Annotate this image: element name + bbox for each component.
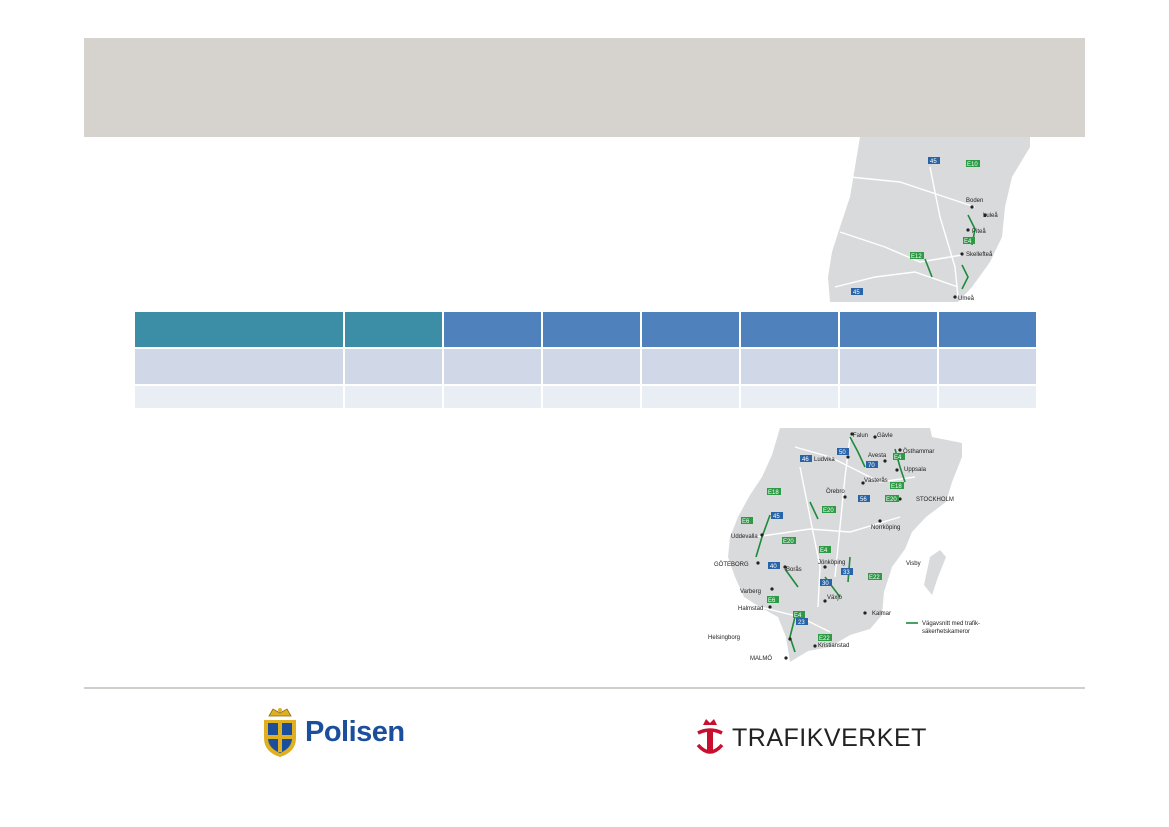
svg-text:46: 46 xyxy=(802,457,809,463)
polisen-wordmark: Polisen xyxy=(305,715,405,748)
table-cell xyxy=(741,386,838,408)
svg-text:45: 45 xyxy=(853,290,860,296)
city-label: Uppsala xyxy=(904,467,927,473)
city-label: Falun xyxy=(853,433,868,439)
svg-text:45: 45 xyxy=(930,159,937,165)
city-label: Uddevalla xyxy=(731,534,758,540)
city-label: Varberg xyxy=(740,589,761,595)
trafikverket-wordmark: TRAFIKVERKET xyxy=(732,723,927,752)
city-label: Halmstad xyxy=(738,606,763,612)
city-label: Gävle xyxy=(877,433,893,439)
svg-text:E18: E18 xyxy=(768,490,779,496)
trafikverket-logo: TRAFIKVERKET xyxy=(694,716,927,760)
table-row xyxy=(135,349,1036,384)
table-header-cell xyxy=(444,312,541,347)
table-cell xyxy=(345,386,442,408)
table-cell xyxy=(444,349,541,384)
table-header-cell xyxy=(135,312,343,347)
city-label: Avesta xyxy=(868,453,887,459)
city-label: Umeå xyxy=(958,295,975,302)
city-label: Helsingborg xyxy=(708,635,740,641)
city-label: Visby xyxy=(906,561,921,567)
table-header-cell xyxy=(741,312,838,347)
table-cell xyxy=(840,386,937,408)
svg-text:56: 56 xyxy=(860,497,867,503)
city-label: Boden xyxy=(966,198,983,204)
svg-text:33: 33 xyxy=(843,570,850,576)
city-label: Ludvika xyxy=(814,457,835,463)
svg-text:E22: E22 xyxy=(869,575,880,581)
table-cell xyxy=(345,349,442,384)
polisen-logo: Polisen xyxy=(261,706,405,758)
header-band xyxy=(84,38,1085,137)
svg-text:E4: E4 xyxy=(820,548,828,554)
city-label: Luleå xyxy=(983,212,998,219)
svg-text:E4: E4 xyxy=(964,239,972,245)
table-header-cell xyxy=(345,312,442,347)
city-label: GÖTEBORG xyxy=(714,561,749,568)
svg-text:70: 70 xyxy=(868,463,875,469)
svg-text:E20: E20 xyxy=(783,539,794,545)
table-row xyxy=(135,386,1036,408)
table-cell xyxy=(543,386,640,408)
city-label: Örebro xyxy=(826,488,845,495)
svg-text:E4: E4 xyxy=(894,455,902,461)
map-gotland xyxy=(924,550,946,595)
city-label: Västerås xyxy=(864,477,888,484)
svg-text:45: 45 xyxy=(773,514,780,520)
svg-text:40: 40 xyxy=(770,564,777,570)
table-cell xyxy=(741,349,838,384)
trafikverket-crown-icon xyxy=(696,719,724,754)
svg-text:30: 30 xyxy=(822,581,829,587)
table-cell xyxy=(642,349,739,384)
table-header-cell xyxy=(840,312,937,347)
table-cell xyxy=(642,386,739,408)
city-label: Östhammar xyxy=(903,448,934,455)
road-badges: 45 E10 E4 E12 45 46 50 70 E4 E18 56 E20 … xyxy=(741,157,980,642)
table-header-cell xyxy=(543,312,640,347)
svg-text:E6: E6 xyxy=(742,519,750,525)
city-label: Piteå xyxy=(972,228,986,235)
table-cell xyxy=(939,349,1036,384)
table-cell xyxy=(444,386,541,408)
sweden-camera-map: 45 E10 E4 E12 45 46 50 70 E4 E18 56 E20 … xyxy=(708,137,1030,662)
city-label: Jönköping xyxy=(818,560,845,566)
table-cell xyxy=(135,349,343,384)
map-land-north xyxy=(828,137,1030,302)
table-cell xyxy=(543,349,640,384)
svg-text:50: 50 xyxy=(839,450,846,456)
city-label: Skellefteå xyxy=(966,251,993,258)
police-crest-icon xyxy=(264,708,296,757)
table-header-cell xyxy=(642,312,739,347)
footer-divider xyxy=(84,687,1085,689)
svg-text:E10: E10 xyxy=(967,162,978,168)
svg-text:E18: E18 xyxy=(891,484,902,490)
table-cell xyxy=(840,349,937,384)
city-label: MALMÖ xyxy=(750,655,772,662)
city-label: Kristianstad xyxy=(818,643,849,649)
legend-text-2: säkerhetskameror xyxy=(922,629,970,635)
table-header-row xyxy=(135,312,1036,347)
city-label: Norrköping xyxy=(871,525,900,531)
svg-text:E12: E12 xyxy=(911,254,922,260)
table-header-cell xyxy=(939,312,1036,347)
city-label: STOCKHOLM xyxy=(916,497,954,503)
city-label: Växjö xyxy=(827,595,843,601)
svg-text:E20: E20 xyxy=(823,508,834,514)
data-table xyxy=(133,310,1038,410)
city-dots xyxy=(756,205,987,660)
svg-text:E4: E4 xyxy=(794,613,802,619)
city-label: Kalmar xyxy=(872,611,891,617)
city-label: Borås xyxy=(786,566,802,573)
city-labels: Boden Luleå Piteå Skellefteå Umeå Falun … xyxy=(708,198,998,662)
table-cell xyxy=(939,386,1036,408)
svg-text:E20: E20 xyxy=(886,497,897,503)
table-cell xyxy=(135,386,343,408)
legend-text-1: Vägavsnitt med trafik- xyxy=(922,621,980,627)
svg-text:E22: E22 xyxy=(819,636,830,642)
svg-text:E6: E6 xyxy=(768,598,776,604)
svg-text:23: 23 xyxy=(798,620,805,626)
